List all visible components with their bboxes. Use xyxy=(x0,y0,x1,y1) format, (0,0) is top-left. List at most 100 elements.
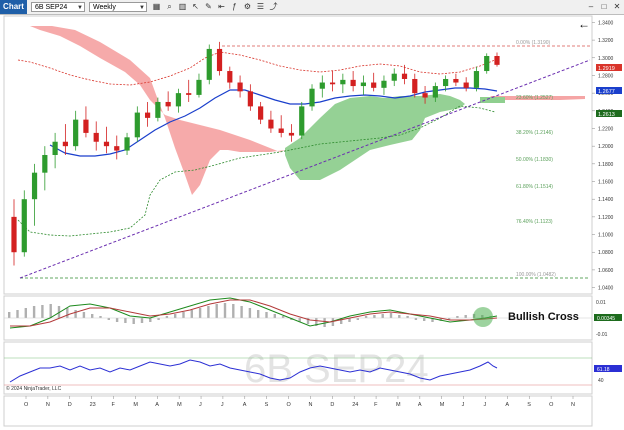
macd-hist-bar xyxy=(66,308,69,318)
candle-body xyxy=(443,78,449,87)
candle-body xyxy=(237,82,243,92)
indicators-icon[interactable]: ƒ xyxy=(232,2,237,11)
macd-hist-bar xyxy=(182,312,185,318)
candle-body xyxy=(11,216,17,253)
instrument-selector[interactable]: 6B SEP24 ▼ xyxy=(31,2,85,12)
y-tick-label: 1.0800 xyxy=(598,250,614,256)
candle-body xyxy=(31,172,38,200)
x-tick-label: M xyxy=(177,402,182,408)
candle-body xyxy=(278,128,284,133)
y-tick-label: 1.2200 xyxy=(598,126,614,132)
interval-selector[interactable]: Weekly ▼ xyxy=(89,2,147,12)
candle-body xyxy=(186,93,192,95)
minimize-button[interactable]: – xyxy=(588,2,594,11)
macd-hist-bar xyxy=(281,316,285,318)
y-tick-label: 1.3000 xyxy=(598,56,614,62)
last-price-label: 1.2919 xyxy=(598,66,615,72)
back-arrow-icon[interactable]: ← xyxy=(578,17,590,31)
macd-tick-top: 0.01 xyxy=(596,300,606,306)
fib-label-23: 23.60% (1.2527) xyxy=(516,95,553,101)
x-tick-label: F xyxy=(112,402,116,408)
close-button[interactable]: ✕ xyxy=(613,2,621,11)
macd-hist-bar xyxy=(447,318,451,320)
search-icon[interactable]: ⌕ xyxy=(167,2,172,11)
macd-hist-bar xyxy=(165,316,169,318)
macd-hist-bar xyxy=(315,318,318,326)
candle-body xyxy=(422,93,428,98)
y-tick-label: 1.1200 xyxy=(598,215,614,221)
x-tick-label: N xyxy=(308,402,312,408)
macd-hist-bar xyxy=(132,318,135,324)
y-tick-label: 1.2000 xyxy=(598,144,614,150)
x-tick-label: S xyxy=(527,402,531,408)
macd-hist-bar xyxy=(207,306,210,318)
ichimoku-green-cloud xyxy=(285,94,465,180)
candlestick-series xyxy=(11,41,500,266)
purple-trendline xyxy=(19,59,591,279)
grid-icon[interactable]: ▦ xyxy=(152,2,161,11)
y-tick-label: 1.2800 xyxy=(598,73,614,79)
x-tick-label: J xyxy=(221,402,224,408)
scroll-left-icon[interactable]: ⇤ xyxy=(218,2,225,11)
chart-tab[interactable]: Chart xyxy=(0,0,27,14)
candle-body xyxy=(463,82,469,88)
strategy-icon[interactable]: ⚙ xyxy=(243,2,252,11)
candle-body xyxy=(227,71,233,83)
green-ma-tag xyxy=(596,110,622,117)
candle-body xyxy=(288,132,295,136)
x-tick-label: S xyxy=(265,402,269,408)
y-tick-label: 1.3400 xyxy=(598,20,614,26)
y-tick-label: 1.3200 xyxy=(598,38,614,44)
macd-hist-bar xyxy=(248,308,252,318)
x-tick-label: F xyxy=(374,402,378,408)
fib-label-76: 76.40% (1.1123) xyxy=(516,219,553,225)
bullish-cross-annotation: Bullish Cross xyxy=(508,311,579,323)
macd-hist-bar xyxy=(99,316,102,318)
candle-body xyxy=(247,91,253,107)
candle-body xyxy=(175,93,182,107)
macd-hist-bar xyxy=(265,312,268,318)
x-tick-label: 23 xyxy=(90,402,96,408)
macd-hist-bar xyxy=(464,315,467,318)
macd-hist-bar xyxy=(107,318,110,320)
blue-ma-label: 1.2677 xyxy=(598,89,615,95)
maximize-button[interactable]: □ xyxy=(601,2,607,11)
x-tick-label: A xyxy=(243,402,247,408)
x-tick-label: A xyxy=(418,402,422,408)
macd-hist-bar xyxy=(41,305,44,318)
x-tick-label: A xyxy=(505,402,509,408)
macd-hist-bar xyxy=(215,304,218,318)
candle-body xyxy=(93,132,99,142)
x-tick-label: 24 xyxy=(352,402,358,408)
macd-hist-bar xyxy=(223,303,227,318)
x-tick-label: O xyxy=(287,402,292,408)
properties-icon[interactable]: ☰ xyxy=(256,2,265,11)
x-tick-label: D xyxy=(68,402,72,408)
candle-body xyxy=(144,112,151,118)
macd-hist-bar xyxy=(82,312,86,318)
candle-body xyxy=(319,82,325,89)
macd-hist-bar xyxy=(157,318,160,320)
candle-body xyxy=(196,79,202,95)
candle-body xyxy=(258,106,264,120)
y-tick-label: 1.0600 xyxy=(598,268,614,274)
y-tick-label: 1.1800 xyxy=(598,162,614,168)
macd-hist-bar xyxy=(190,310,193,318)
interval-label: Weekly xyxy=(93,4,116,11)
macd-hist-bar xyxy=(389,313,393,318)
candle-body xyxy=(52,141,58,155)
macd-hist-bar xyxy=(414,318,418,320)
candle-body xyxy=(381,80,387,88)
ichimoku-red-cloud-future xyxy=(490,96,585,100)
macd-hist-bar xyxy=(406,316,409,318)
y-tick-label: 1.1400 xyxy=(598,197,614,203)
macd-value-tag xyxy=(594,314,622,321)
pointer-icon[interactable]: ↖ xyxy=(192,2,199,11)
macd-hist-bar xyxy=(348,318,351,322)
bar-style-icon[interactable]: ▥ xyxy=(178,2,187,11)
candle-body xyxy=(114,146,120,151)
share-icon[interactable]: ⤴ xyxy=(269,2,278,11)
draw-icon[interactable]: ✎ xyxy=(205,2,212,11)
macd-hist-bar xyxy=(364,316,368,318)
